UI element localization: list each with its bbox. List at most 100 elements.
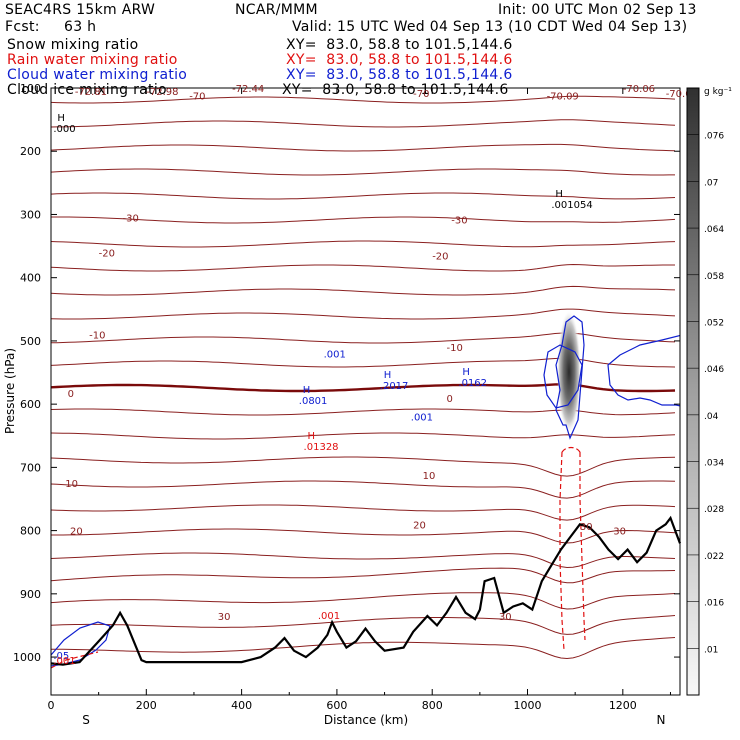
x-tick-label: 400: [231, 699, 252, 712]
extremum-value: .001054: [551, 200, 592, 211]
isotherm-line: [51, 241, 675, 247]
isotherm-label: 0: [68, 389, 74, 400]
isotherm-line: [51, 553, 675, 568]
extremum-value: .000: [53, 124, 75, 135]
y-tick-label: 800: [20, 525, 41, 538]
extremum-value: .0801: [299, 396, 328, 407]
colorbar-label: .01: [704, 645, 718, 655]
isotherm-label: 30: [613, 527, 626, 538]
colorbar-label: .052: [704, 318, 724, 328]
extremum-value: .2017: [380, 381, 409, 392]
colorbar-ramp: [687, 88, 699, 695]
colorbar-label: .028: [704, 505, 724, 515]
isotherm-line: [51, 593, 675, 609]
isotherm-label: -72.98: [146, 87, 178, 98]
x-axis-title: Distance (km): [324, 713, 408, 727]
colorbar-label: .022: [704, 552, 724, 562]
isotherm-line: [51, 568, 675, 583]
y-axis-title: Pressure (hPa): [3, 348, 17, 434]
isotherm-line: [51, 144, 675, 151]
isotherm-label: 30: [580, 522, 593, 533]
cloud-water-contour: [720, 398, 740, 418]
colorbar-label: .07: [704, 178, 718, 188]
isotherm-line: [51, 505, 675, 520]
y-tick-label: 700: [20, 461, 41, 474]
colorbar-label: .064: [704, 225, 724, 235]
y-tick-label: 900: [20, 588, 41, 601]
south-end-label: S: [82, 713, 90, 727]
isotherm-label: -72.44: [232, 84, 264, 95]
rain-water-contour: [562, 448, 580, 453]
isotherm-label: 30: [499, 612, 512, 623]
extremum-marker: H: [384, 370, 392, 381]
x-tick-label: 200: [136, 699, 157, 712]
isotherm-line: [51, 433, 675, 439]
isotherm-label: -10: [89, 331, 105, 342]
isotherm-line: [51, 457, 675, 476]
isotherm-label: -70.06: [623, 84, 655, 95]
y-tick-label: 1000: [13, 651, 41, 664]
extremum-marker: H: [57, 113, 65, 124]
freezing-level-isotherm: [51, 384, 675, 391]
rain-water-contour: [580, 452, 585, 640]
y-tick-label: 500: [20, 335, 41, 348]
isotherm-line: [51, 217, 675, 223]
isotherm-label: 20: [413, 520, 426, 531]
extremum-value: .01328: [304, 442, 339, 453]
isotherm-label: -72.81: [75, 87, 107, 98]
isotherm-label: -20: [99, 248, 115, 259]
colorbar-unit: g kg⁻¹: [704, 87, 732, 97]
colorbar-label: .034: [704, 459, 724, 469]
cloud-water-contours: [51, 316, 740, 666]
isotherm-label: 20: [70, 527, 83, 538]
isotherm-label: 0: [447, 394, 453, 405]
isotherm-line: [51, 286, 675, 295]
isotherm-line: [51, 309, 675, 319]
isotherm-line: [51, 193, 675, 199]
extremum-value: .001: [53, 656, 75, 667]
y-tick-label: 200: [20, 145, 41, 158]
isotherm-label: -10: [447, 343, 463, 354]
isotherm-line: [51, 96, 675, 103]
cross-section-chart: 1002003004005006007008009001000 0 200 400 6…: [0, 0, 740, 740]
isotherm-label: -20: [432, 252, 448, 263]
extremum-marker: H: [308, 431, 316, 442]
isotherm-label: 10: [65, 479, 78, 490]
isotherm-label: 30: [218, 612, 231, 623]
x-tick-label: 800: [422, 699, 443, 712]
extremum-marker: H: [555, 189, 563, 200]
isotherm-line: [51, 169, 675, 175]
isotherm-line: [51, 120, 675, 127]
colorbar: g kg⁻¹ .01.016.022.028.034.04.046.052.05…: [687, 87, 732, 695]
isotherm-label: 10: [423, 471, 436, 482]
x-tick-label: 1200: [609, 699, 637, 712]
snow-mixing-shading: [557, 310, 581, 434]
x-tick-label: 600: [326, 699, 347, 712]
north-end-label: N: [657, 713, 666, 727]
extremum-marker: H: [303, 385, 311, 396]
y-tick-label: 100: [20, 82, 41, 95]
extremum-marker: H: [462, 367, 470, 378]
y-tick-label: 400: [20, 272, 41, 285]
isotherm-line: [51, 265, 675, 272]
colorbar-label: .016: [704, 599, 724, 609]
extremum-value: .001: [318, 611, 340, 622]
isotherm-line: [51, 481, 675, 498]
x-tick-label: 1000: [514, 699, 542, 712]
plot-frame: [51, 88, 680, 695]
colorbar-label: .04: [704, 412, 719, 422]
isotherm-label: -30: [451, 216, 467, 227]
isotherm-line: [51, 409, 675, 415]
y-tick-label: 300: [20, 208, 41, 221]
isotherm-label: -70: [189, 92, 205, 103]
extremum-value: .001: [324, 349, 346, 360]
x-tick-label: 0: [48, 699, 55, 712]
colorbar-label: .076: [704, 132, 724, 142]
isotherm-line: [51, 333, 675, 343]
extremum-value: .0162: [458, 378, 487, 389]
isotherm-line: [51, 638, 675, 659]
y-tick-label: 600: [20, 398, 41, 411]
colorbar-label: .046: [704, 365, 724, 375]
cloud-water-contour: [608, 335, 740, 418]
isotherm-label: -70.09: [547, 92, 579, 103]
